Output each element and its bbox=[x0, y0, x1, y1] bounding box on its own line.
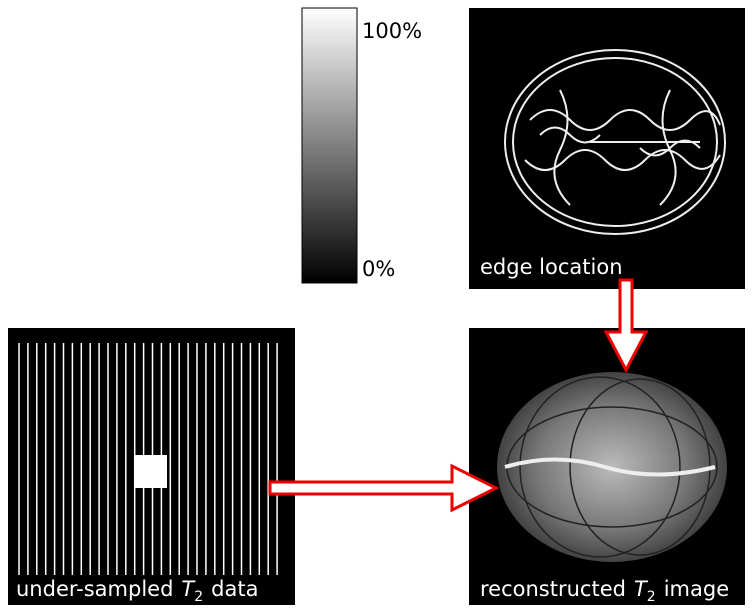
undersampled-panel bbox=[8, 328, 295, 605]
edge-panel: edge location bbox=[469, 8, 745, 289]
label-part: 2 bbox=[194, 589, 203, 605]
label-part: image bbox=[664, 577, 729, 601]
label-part: data bbox=[211, 577, 258, 601]
reconstructed-panel bbox=[469, 328, 745, 605]
figure: 100% 0% edge location bbox=[0, 0, 753, 613]
label-part: 2 bbox=[647, 589, 656, 605]
colorbar-max-label: 100% bbox=[362, 19, 422, 43]
colorbar-min-label: 0% bbox=[362, 257, 395, 281]
label-part: under-sampled bbox=[16, 577, 173, 601]
label-part: reconstructed bbox=[480, 577, 626, 601]
colorbar bbox=[302, 8, 357, 283]
arrow bbox=[270, 466, 496, 510]
panel-label: edge location bbox=[480, 255, 623, 279]
